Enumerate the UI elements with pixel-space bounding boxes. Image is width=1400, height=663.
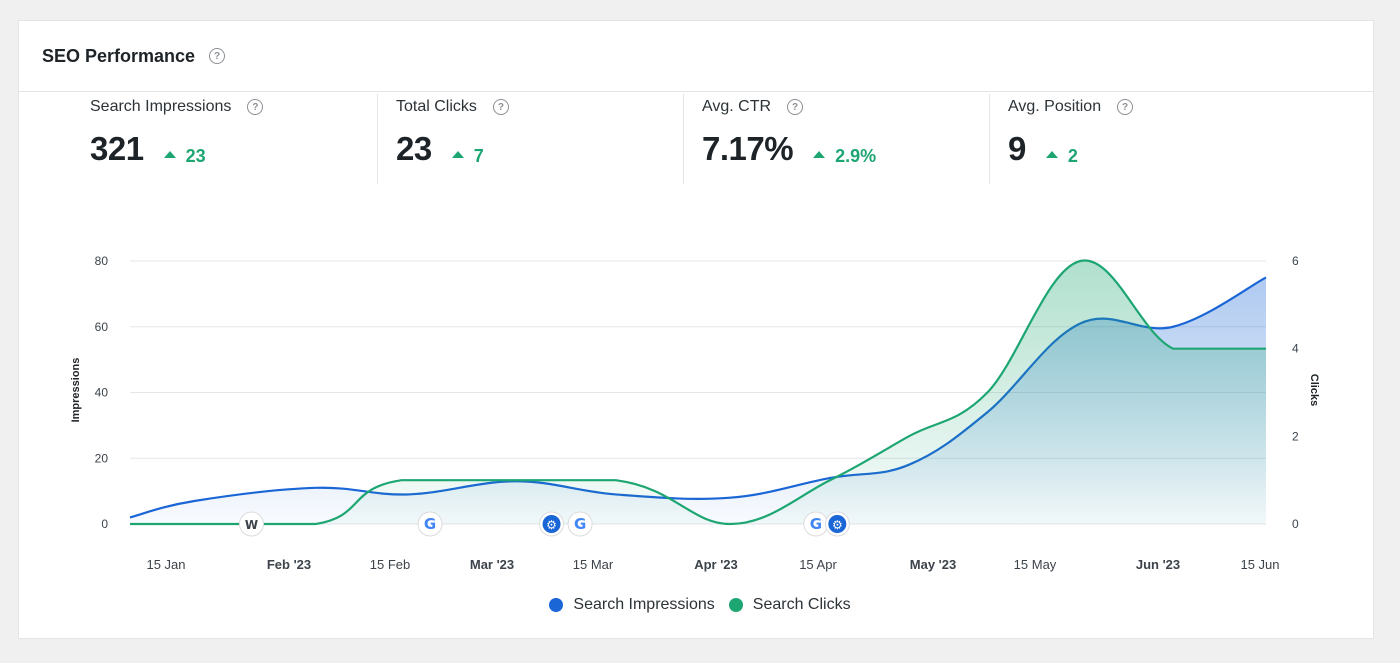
stat-delta: 23	[163, 146, 206, 167]
legend-dot-clicks	[728, 598, 743, 612]
y-left-tick-label: 80	[95, 254, 109, 268]
arrow-up-icon	[1045, 151, 1058, 158]
clicks-area	[130, 260, 1266, 524]
svg-text:G: G	[574, 515, 586, 533]
google-icon[interactable]: G	[417, 511, 443, 537]
stat-search-impressions: Search Impressions ? 321 23	[72, 94, 378, 184]
stat-label: Avg. Position	[1008, 98, 1102, 115]
stat-value: 23	[396, 130, 432, 167]
stats-row: Search Impressions ? 321 23 Total Clicks…	[72, 94, 1296, 184]
google-icon[interactable]: G	[803, 511, 829, 537]
stat-label: Avg. CTR	[702, 98, 772, 115]
y-right-tick-label: 4	[1292, 342, 1299, 356]
help-icon[interactable]: ?	[492, 99, 509, 115]
svg-text:G: G	[810, 515, 822, 533]
y-right-tick-label: 2	[1292, 429, 1299, 443]
x-tick-label: 15 Jun	[1240, 557, 1279, 572]
chart-legend: Search Impressions Search Clicks	[0, 596, 1400, 614]
stat-value: 321	[90, 130, 144, 167]
x-tick-label: 15 May	[1014, 557, 1057, 572]
settings-icon[interactable]: ⚙	[539, 511, 565, 537]
help-icon[interactable]: ?	[1117, 99, 1134, 115]
svg-text:⚙: ⚙	[546, 518, 557, 532]
x-tick-label: Apr '23	[694, 557, 738, 572]
x-tick-label: Feb '23	[267, 557, 311, 572]
x-tick-label: 15 Feb	[370, 557, 410, 572]
help-icon[interactable]: ?	[209, 48, 226, 64]
y-right-tick-label: 6	[1292, 254, 1299, 268]
y-left-tick-label: 0	[101, 517, 108, 531]
stat-delta: 7	[451, 146, 484, 167]
legend-label: Search Clicks	[752, 596, 851, 613]
card-title: SEO Performance	[42, 45, 196, 66]
y-left-tick-label: 60	[95, 320, 109, 334]
stat-value: 9	[1008, 130, 1026, 167]
x-tick-label: Mar '23	[470, 557, 514, 572]
svg-text:⚙: ⚙	[832, 518, 843, 532]
google-icon[interactable]: G	[567, 511, 593, 537]
help-icon[interactable]: ?	[247, 99, 264, 115]
arrow-up-icon	[163, 151, 176, 158]
y-right-axis-label: Clicks	[1308, 374, 1320, 406]
stat-total-clicks: Total Clicks ? 23 7	[378, 94, 684, 184]
x-tick-label: 15 Jan	[146, 557, 185, 572]
stat-avg-position: Avg. Position ? 9 2	[990, 94, 1296, 184]
wordpress-icon[interactable]: W	[238, 511, 264, 537]
stat-value: 7.17%	[702, 130, 794, 167]
y-left-tick-label: 40	[95, 386, 109, 400]
seo-performance-chart: 0 20 40 60 80 0 2 4 6 Impressions Clicks 15 Jan Feb …	[70, 254, 1320, 572]
stat-label: Total Clicks	[396, 98, 477, 115]
x-tick-label: 15 Mar	[573, 557, 614, 572]
legend-item-clicks[interactable]: Search Clicks	[728, 596, 851, 614]
arrow-up-icon	[813, 151, 826, 158]
stat-delta: 2	[1045, 146, 1078, 167]
y-right-tick-label: 0	[1292, 517, 1299, 531]
svg-text:G: G	[424, 515, 436, 533]
help-icon[interactable]: ?	[787, 99, 804, 115]
x-tick-label: Jun '23	[1136, 557, 1180, 572]
legend-dot-impressions	[549, 598, 564, 612]
y-left-tick-label: 20	[95, 451, 109, 465]
x-tick-label: May '23	[910, 557, 956, 572]
svg-text:W: W	[245, 518, 258, 532]
legend-label: Search Impressions	[573, 596, 715, 613]
stat-delta: 2.9%	[813, 146, 876, 167]
clicks-line	[130, 259, 1266, 526]
x-tick-label: 15 Apr	[799, 557, 837, 572]
stat-avg-ctr: Avg. CTR ? 7.17% 2.9%	[684, 94, 990, 184]
card-header: SEO Performance ?	[19, 21, 1373, 92]
stat-label: Search Impressions	[90, 98, 232, 115]
y-left-axis-label: Impressions	[70, 358, 82, 423]
settings-icon[interactable]: ⚙	[824, 511, 850, 537]
legend-item-impressions[interactable]: Search Impressions	[549, 596, 715, 614]
arrow-up-icon	[451, 151, 464, 158]
